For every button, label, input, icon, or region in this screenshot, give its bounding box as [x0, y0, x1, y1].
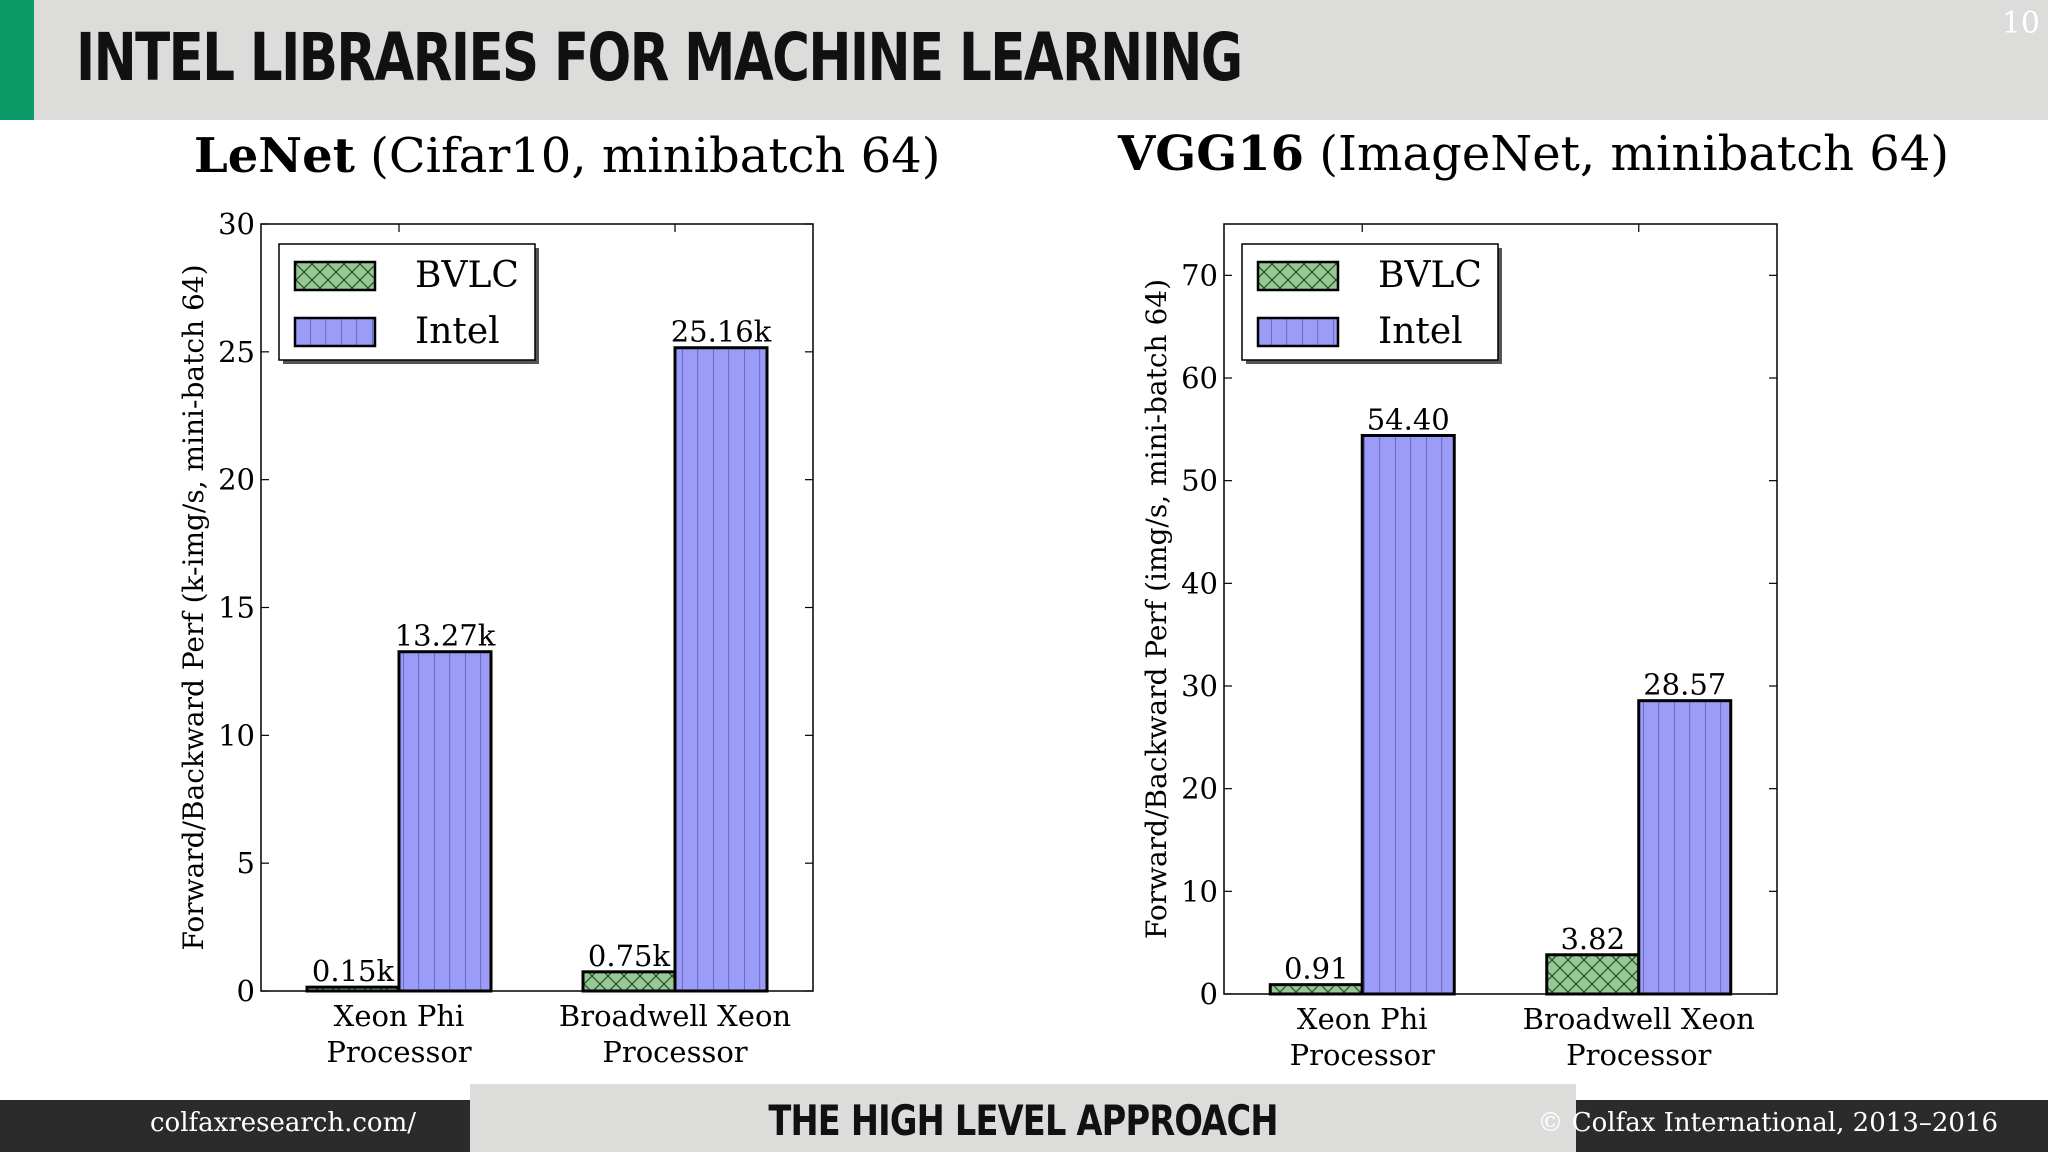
- lenet-legend-swatch-intel: [293, 316, 377, 348]
- lenet-ylabel: Forward/Backward Perf (k-img/s, mini-bat…: [177, 264, 210, 950]
- slide-title: INTEL LIBRARIES FOR MACHINE LEARNING: [76, 19, 1243, 96]
- lenet-legend-label-intel: Intel: [415, 311, 500, 352]
- vgg16-ytick-label: 70: [1181, 258, 1218, 292]
- vgg16-bar-intel: [1360, 433, 1456, 996]
- lenet-bar-intel: [673, 346, 769, 993]
- lenet-ytick-label: 30: [218, 207, 255, 241]
- lenet-ytick-label: 0: [237, 974, 255, 1008]
- lenet-xtick-label: Broadwell Xeon: [559, 999, 791, 1033]
- lenet-bar-bvlc: [581, 970, 677, 993]
- vgg16-ytick-label: 0: [1200, 977, 1218, 1011]
- lenet-ytick-label: 5: [237, 846, 255, 880]
- footer-section-box: THE HIGH LEVEL APPROACH: [470, 1084, 1576, 1152]
- lenet-ytick-label: 25: [218, 335, 255, 369]
- lenet-bar-value-label: 0.75k: [588, 939, 671, 973]
- chart-title-lenet: LeNet (Cifar10, minibatch 64): [194, 128, 940, 184]
- lenet-legend-label-bvlc: BVLC: [415, 255, 519, 296]
- vgg16-legend-label-bvlc: BVLC: [1378, 255, 1482, 296]
- lenet-bar-intel: [397, 650, 493, 993]
- vgg16-plot-frame: [1223, 223, 1778, 995]
- vgg16-bar-intel: [1637, 699, 1733, 996]
- vgg16-ytick-label: 20: [1181, 772, 1218, 806]
- vgg16-bar-value-label: 54.40: [1367, 402, 1450, 436]
- vgg16-bar-bvlc: [1268, 983, 1364, 996]
- chart-title-lenet-detail: (Cifar10, minibatch 64): [354, 128, 941, 184]
- lenet-legend-swatch-bvlc: [293, 260, 377, 292]
- slide-header: INTEL LIBRARIES FOR MACHINE LEARNING: [0, 0, 2048, 120]
- footer-section-title: THE HIGH LEVEL APPROACH: [768, 1096, 1278, 1145]
- vgg16-ytick-label: 30: [1181, 669, 1218, 703]
- slide-footer: colfaxresearch.com/ THE HIGH LEVEL APPRO…: [0, 1084, 2048, 1152]
- vgg16-bar-value-label: 28.57: [1643, 668, 1726, 702]
- vgg16-xtick-label: Broadwell Xeon: [1523, 1002, 1755, 1036]
- chart-title-vgg16-model: VGG16: [1118, 126, 1305, 182]
- vgg16-legend-label-intel: Intel: [1378, 311, 1463, 352]
- lenet-xtick-label: Xeon Phi: [334, 999, 465, 1033]
- lenet-bar-value-label: 25.16k: [671, 315, 772, 349]
- lenet-xtick-label: Processor: [326, 1035, 471, 1069]
- lenet-bar-value-label: 0.15k: [312, 954, 395, 988]
- lenet-ytick-label: 10: [218, 718, 255, 752]
- lenet-ytick-label: 15: [218, 591, 255, 625]
- footer-website: colfaxresearch.com/: [150, 1108, 416, 1138]
- vgg16-ytick-label: 10: [1181, 874, 1218, 908]
- vgg16-ytick-label: 40: [1181, 566, 1218, 600]
- vgg16-bar-value-label: 0.91: [1284, 952, 1349, 986]
- header-accent-bar: [0, 0, 34, 120]
- footer-copyright: © Colfax International, 2013–2016: [1537, 1108, 1998, 1138]
- lenet-xtick-label: Processor: [602, 1035, 747, 1069]
- lenet-bar-value-label: 13.27k: [395, 619, 496, 653]
- vgg16-xtick-label: Processor: [1566, 1038, 1711, 1072]
- vgg16-ytick-label: 60: [1181, 361, 1218, 395]
- lenet-ytick-label: 20: [218, 463, 255, 497]
- vgg16-bar-value-label: 3.82: [1560, 922, 1625, 956]
- chart-title-vgg16: VGG16 (ImageNet, minibatch 64): [1118, 126, 1949, 182]
- vgg16-legend-swatch-bvlc: [1256, 260, 1340, 292]
- vgg16-xtick-label: Processor: [1290, 1038, 1435, 1072]
- vgg16-legend-swatch-intel: [1256, 316, 1340, 348]
- vgg16-ytick-label: 50: [1181, 464, 1218, 498]
- chart-title-lenet-model: LeNet: [194, 128, 355, 184]
- vgg16-ylabel: Forward/Backward Perf (img/s, mini-batch…: [1140, 279, 1173, 939]
- chart-title-vgg16-detail: (ImageNet, minibatch 64): [1304, 126, 1950, 182]
- vgg16-bar-bvlc: [1545, 953, 1641, 996]
- slide-number: 10: [2001, 6, 2040, 41]
- vgg16-xtick-label: Xeon Phi: [1297, 1002, 1428, 1036]
